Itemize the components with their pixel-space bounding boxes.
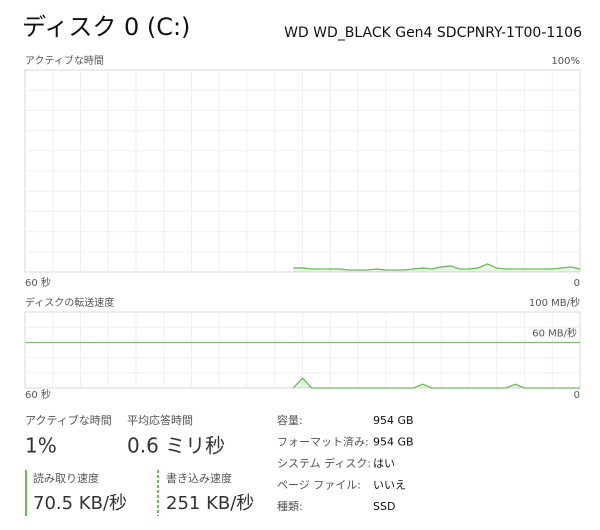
stat-value: 1% bbox=[25, 434, 57, 458]
title: ディスク 0 (C:) bbox=[22, 13, 190, 41]
property-label: システム ディスク: bbox=[277, 456, 371, 470]
line bbox=[293, 263, 581, 271]
property-label: 種類: bbox=[277, 499, 303, 513]
stat-value: 70.5 KB/秒 bbox=[33, 493, 127, 514]
model: WD WD_BLACK Gen4 SDCPNRY-1T00-1106 bbox=[284, 25, 582, 41]
stat-label: 書き込み速度 bbox=[166, 471, 232, 485]
stat-value: 251 KB/秒 bbox=[166, 493, 254, 514]
stat-value: 0.6 ミリ秒 bbox=[127, 434, 225, 458]
property-label: フォーマット済み: bbox=[277, 435, 369, 449]
graph-label: アクティブな時間 bbox=[25, 54, 104, 67]
property-value: 954 GB bbox=[373, 414, 414, 427]
graph-time: 60 秒 bbox=[25, 276, 51, 289]
reference-label: 60 MB/秒 bbox=[532, 326, 577, 339]
graph-label: ディスクの転送速度 bbox=[25, 296, 114, 309]
property-value: SSD bbox=[373, 500, 395, 513]
property-label: ページ ファイル: bbox=[277, 479, 361, 492]
property-label: 容量: bbox=[277, 413, 303, 427]
property-value: いいえ bbox=[373, 479, 406, 492]
stat-label: 読み取り速度 bbox=[33, 471, 99, 485]
area bbox=[293, 378, 580, 388]
stat-label: 平均応答時間 bbox=[127, 413, 193, 427]
graph-max: 100 MB/秒 bbox=[529, 296, 580, 309]
graph-max: 100% bbox=[551, 56, 580, 67]
property-value: はい bbox=[373, 457, 395, 470]
graph-min: 0 bbox=[574, 278, 580, 289]
graph-time: 60 秒 bbox=[25, 388, 51, 401]
graph-min: 0 bbox=[574, 390, 580, 401]
property-value: 954 GB bbox=[373, 436, 414, 449]
line bbox=[292, 377, 580, 389]
stat-label: アクティブな時間 bbox=[25, 413, 112, 427]
